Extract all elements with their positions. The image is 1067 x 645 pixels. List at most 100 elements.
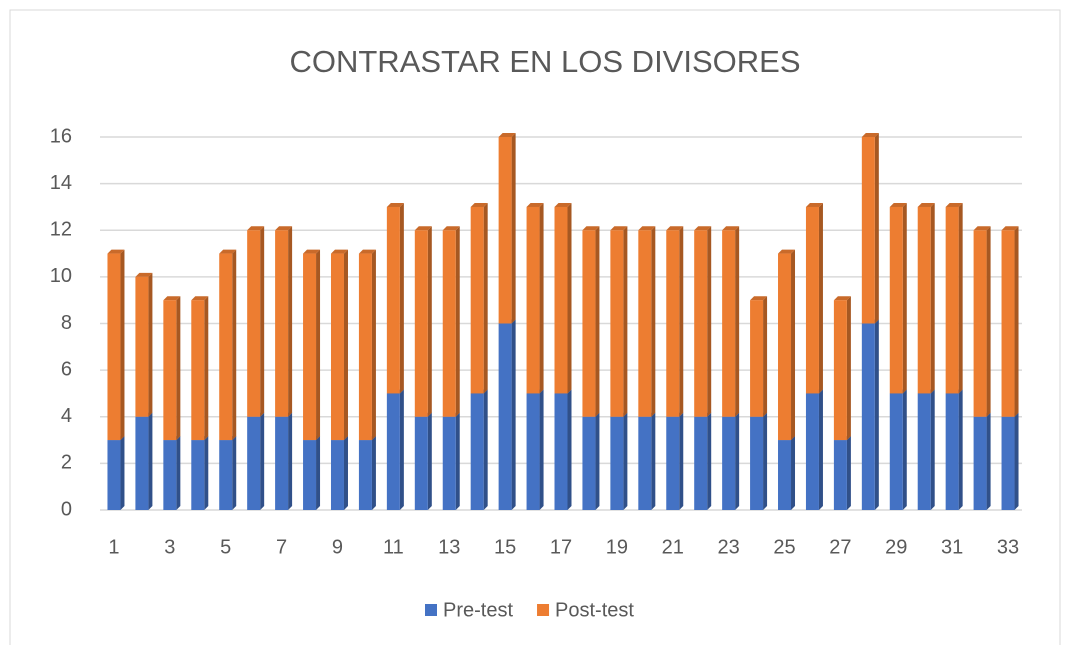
bar-segment [889,202,907,394]
bar-segment [135,272,153,417]
bar-segment [386,202,404,394]
bar-face [303,253,317,441]
bar-face [763,296,768,417]
bar-face [399,389,404,510]
bar-segment [386,389,404,510]
bar-face [275,230,289,417]
chart-title: CONTRASTAR EN LOS DIVISORES [289,44,800,79]
legend-label: Post-test [555,599,634,621]
bar-face [679,226,684,417]
bar-face [638,416,652,510]
bar-face [778,440,792,510]
bar-segment [107,436,125,510]
bar-segment [666,226,684,417]
bar-face [986,226,991,417]
bar-segment [722,226,740,417]
bar-face [902,202,907,394]
bar-face [371,249,376,441]
bar-segment [191,436,209,510]
bar-face [1001,230,1015,417]
bar-face [861,323,875,510]
bar-face [958,202,963,394]
bar-face [833,440,847,510]
bar-face [930,202,935,394]
bar-face [750,300,764,417]
bar-face [805,393,819,510]
bar-segment [750,296,768,417]
y-tick-label: 4 [61,405,72,427]
bar-face [917,206,931,394]
bar-face [917,202,935,207]
bar-face [750,296,768,301]
bar-face [582,230,596,417]
bar-segment [750,412,768,510]
bar-segment [833,296,851,441]
bar-face [861,137,875,324]
bar-face [316,249,321,441]
bar-face [358,253,372,441]
bar-segment [1001,412,1019,510]
bar-face [986,412,991,510]
bar-face [874,319,879,510]
x-tick-label: 3 [164,536,175,558]
bar-face [343,249,348,441]
x-tick-label: 7 [276,536,287,558]
bar-face [330,440,344,510]
bar-face [120,249,125,441]
bar-face [1014,226,1019,417]
bar-segment [330,249,348,441]
bar-face [414,230,428,417]
bar-segment [275,226,293,417]
bar-face [219,249,237,254]
bar-face [791,249,796,441]
bar-face [526,206,540,394]
bar-face [945,393,959,510]
bar-segment [861,133,879,324]
bar-face [778,253,792,441]
bar-segment [303,249,321,441]
x-tick-label: 13 [438,536,460,558]
bar-face [204,296,209,441]
bar-segment [805,389,823,510]
bar-face [483,202,488,394]
bar-face [442,230,456,417]
bar-face [554,393,568,510]
bar-face [247,226,265,231]
bar-face [163,296,181,301]
bar-segment [1001,226,1019,417]
bar-face [442,226,460,231]
bar-face [861,133,879,137]
bar-face [526,393,540,510]
y-tick-label: 10 [50,265,72,287]
bar-face [358,440,372,510]
bar-face [288,226,293,417]
bar-face [247,230,261,417]
bar-face [750,416,764,510]
bar-face [120,436,125,510]
bar-face [818,389,823,510]
bar-face [358,249,376,254]
bar-face [638,226,656,231]
bar-segment [303,436,321,510]
bar-face [219,440,233,510]
bar-face [498,133,516,137]
bar-face [582,416,596,510]
bar-face [902,389,907,510]
bar-face [818,202,823,394]
bar-face [874,133,879,324]
bar-face [666,230,680,417]
bar-face [707,412,712,510]
bar-face [1001,226,1019,231]
bar-segment [554,202,572,394]
bar-segment [610,226,628,417]
bar-face [470,206,484,394]
bar-segment [861,319,879,510]
y-tick-label: 8 [61,312,72,334]
bar-face [498,137,512,324]
bar-segment [470,202,488,394]
bar-face [610,226,628,231]
bar-face [666,416,680,510]
bar-segment [275,412,293,510]
bar-face [148,272,153,417]
bar-face [455,412,460,510]
